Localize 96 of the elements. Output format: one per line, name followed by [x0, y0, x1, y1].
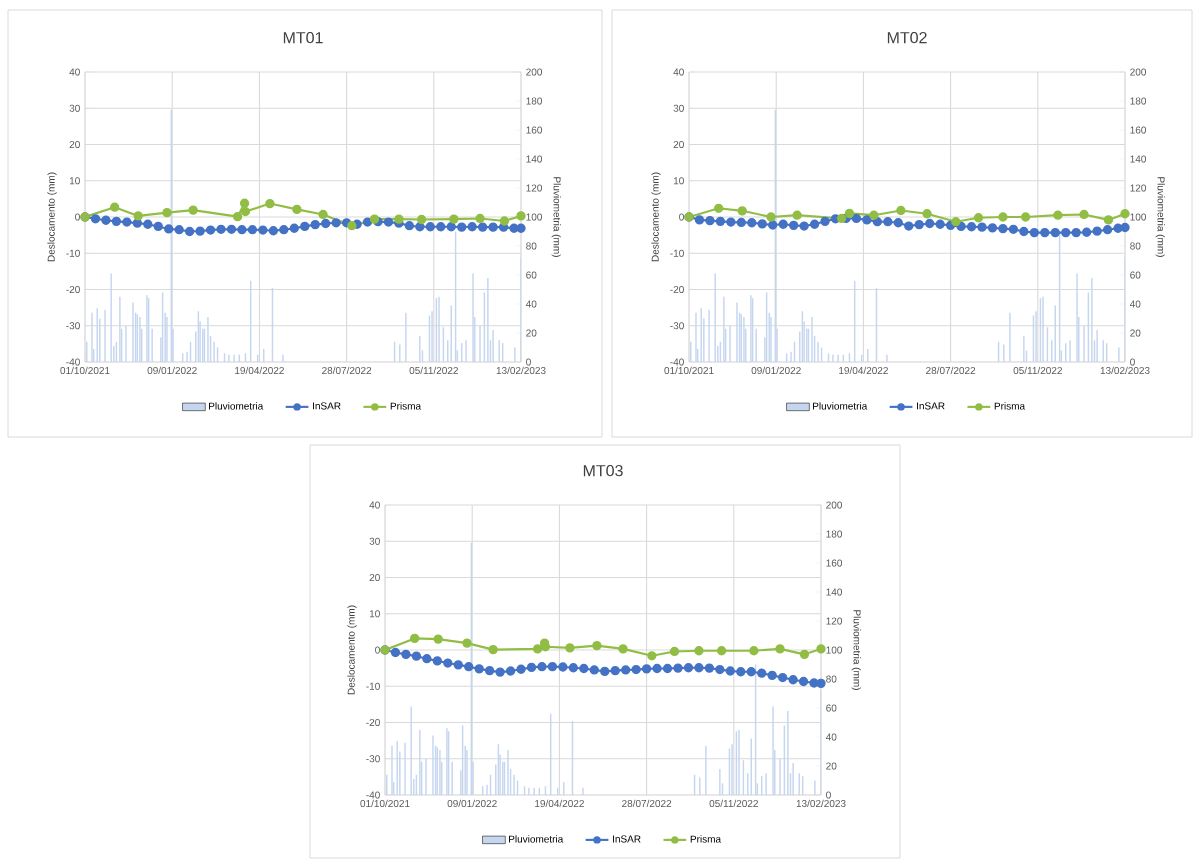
- y2-tick-label: 80: [526, 242, 537, 250]
- y-tick-label: -10: [366, 682, 380, 690]
- legend-label: Pluviometria: [209, 402, 264, 410]
- x-tick-label: 09/01/2022: [147, 366, 197, 375]
- x-tick-label: 05/11/2022: [409, 366, 458, 375]
- y-axis-title: Deslocamento (mm): [651, 172, 661, 262]
- y2-tick-label: 40: [825, 733, 837, 741]
- y-tick-label: -10: [670, 249, 684, 257]
- y2-tick-label: 120: [1130, 184, 1147, 192]
- y-tick-label: 10: [69, 177, 80, 185]
- y2-tick-label: 60: [1130, 271, 1141, 279]
- y2-tick-label: 120: [826, 617, 842, 625]
- legend-label: Prisma: [994, 402, 1026, 410]
- y-tick-label: -20: [670, 285, 684, 294]
- y2-tick-label: 140: [1130, 155, 1147, 163]
- x-tick-label: 28/07/2022: [322, 366, 372, 375]
- y-tick-label: -40: [670, 358, 684, 366]
- y-tick-label: -10: [66, 249, 80, 257]
- y2-tick-label: 200: [826, 501, 842, 509]
- y-tick-label: 20: [673, 140, 684, 149]
- x-tick-label: 09/01/2022: [447, 799, 497, 808]
- y-axis-title: Deslocamento (mm): [47, 172, 57, 262]
- y-tick-label: 10: [369, 610, 380, 618]
- x-tick-label: 19/04/2022: [535, 799, 584, 808]
- x-tick-label: 28/07/2022: [622, 799, 672, 808]
- y2-tick-label: 80: [826, 675, 837, 683]
- y-tick-label: 30: [69, 104, 80, 112]
- y2-tick-label: 180: [526, 97, 542, 105]
- x-tick-label: 01/10/2021: [664, 366, 714, 375]
- x-tick-label: 13/02/2023: [796, 799, 846, 808]
- y-tick-label: 40: [673, 68, 684, 76]
- y2-tick-label: 120: [526, 184, 542, 192]
- y-axis-title: Deslocamento (mm): [347, 605, 357, 695]
- x-tick-label: 09/01/2022: [751, 366, 801, 375]
- x-tick-label: 01/10/2021: [60, 366, 110, 375]
- legend-label: Pluviometria: [813, 402, 868, 410]
- y2-tick-label: 160: [526, 126, 542, 134]
- y-tick-label: 30: [673, 104, 684, 112]
- legend-label: Pluviometria: [509, 835, 564, 843]
- y2-axis-title: Pluviometria (mm): [851, 610, 861, 690]
- legend-label: InSAR: [917, 402, 945, 410]
- y-tick-label: -20: [366, 718, 380, 727]
- y-tick-label: 20: [69, 140, 80, 149]
- y2-tick-label: 140: [826, 588, 842, 596]
- y-tick-label: 40: [369, 501, 380, 509]
- y-tick-label: 0: [375, 646, 380, 654]
- x-tick-label: 05/11/2022: [709, 799, 758, 808]
- legend-label: Prisma: [390, 402, 422, 410]
- y2-tick-label: 60: [526, 271, 537, 279]
- y2-tick-label: 20: [826, 762, 837, 770]
- y2-tick-label: 100: [1130, 213, 1147, 221]
- chart-title: MT02: [887, 31, 927, 44]
- y2-tick-label: 20: [526, 329, 537, 337]
- x-tick-label: 19/04/2022: [235, 366, 284, 375]
- y2-axis-title: Pluviometria (mm): [1155, 177, 1165, 257]
- x-tick-label: 05/11/2022: [1013, 366, 1062, 375]
- x-tick-label: 13/02/2023: [496, 366, 546, 375]
- y2-tick-label: 40: [1129, 300, 1141, 308]
- y-tick-label: -40: [366, 791, 380, 799]
- y2-tick-label: 200: [526, 68, 542, 76]
- y-tick-label: -30: [670, 322, 684, 330]
- y2-tick-label: 180: [826, 530, 842, 538]
- chart-title: MT01: [283, 31, 323, 44]
- y-tick-label: -40: [66, 358, 80, 366]
- y-tick-label: -20: [66, 285, 80, 294]
- y2-tick-label: 100: [526, 213, 542, 221]
- y2-tick-label: 160: [826, 559, 842, 567]
- x-tick-label: 19/04/2022: [839, 366, 888, 375]
- y-tick-label: 0: [679, 213, 684, 221]
- y2-tick-label: 200: [1130, 68, 1147, 76]
- y2-tick-label: 160: [1130, 126, 1147, 134]
- y2-tick-label: 20: [1130, 329, 1141, 337]
- y-tick-label: -30: [66, 322, 80, 330]
- y-tick-label: 0: [75, 213, 80, 221]
- y-tick-label: -30: [366, 755, 380, 763]
- y2-tick-label: 40: [525, 300, 537, 308]
- y2-tick-label: 0: [826, 791, 831, 799]
- x-tick-label: 01/10/2021: [360, 799, 410, 808]
- y2-tick-label: 80: [1130, 242, 1141, 250]
- y2-tick-label: 0: [1130, 358, 1135, 366]
- y2-tick-label: 0: [526, 358, 531, 366]
- x-tick-label: 13/02/2023: [1100, 366, 1150, 375]
- y2-tick-label: 140: [526, 155, 542, 163]
- y2-tick-label: 180: [1130, 97, 1147, 105]
- chart-title: MT03: [583, 464, 623, 477]
- y2-tick-label: 100: [826, 646, 842, 654]
- legend-label: InSAR: [613, 835, 641, 843]
- y-tick-label: 20: [369, 573, 380, 582]
- y2-tick-label: 60: [826, 704, 837, 712]
- y-tick-label: 30: [369, 537, 380, 545]
- y2-axis-title: Pluviometria (mm): [551, 177, 561, 257]
- legend-label: InSAR: [313, 402, 341, 410]
- y-tick-label: 10: [673, 177, 684, 185]
- legend-label: Prisma: [690, 835, 722, 843]
- x-tick-label: 28/07/2022: [926, 366, 976, 375]
- y-tick-label: 40: [69, 68, 80, 76]
